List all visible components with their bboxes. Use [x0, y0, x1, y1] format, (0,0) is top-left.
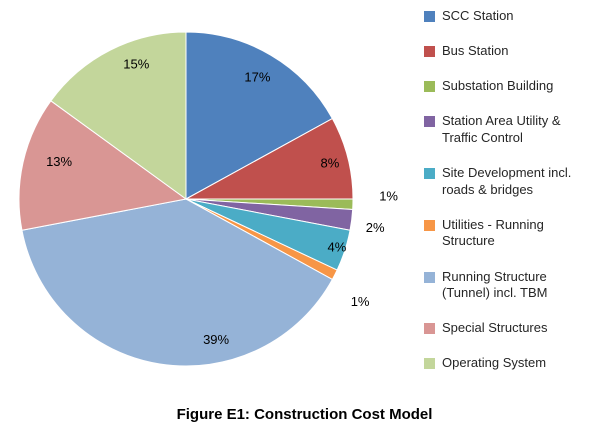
legend-label-7: Special Structures — [442, 320, 548, 336]
legend-color-swatch-4 — [424, 168, 435, 180]
chart-legend: SCC Station Bus Station Substation Buildin… — [424, 8, 606, 372]
legend-label-6: Running Structure (Tunnel) incl. TBM — [442, 268, 548, 301]
legend-item-8: Operating System — [424, 355, 606, 372]
legend-item-5: Utilities - Running Structure — [424, 217, 606, 250]
pie-data-label-2: 1% — [379, 188, 398, 203]
legend-color-swatch-0 — [424, 11, 435, 22]
pie-slice-0 — [185, 31, 334, 200]
pie-slice-7 — [18, 100, 188, 231]
legend-item-2: Substation Building — [424, 78, 606, 95]
legend-item-0: SCC Station — [424, 8, 606, 25]
pie-data-label-0: 17% — [244, 70, 270, 85]
pie-data-label-8: 15% — [123, 56, 149, 71]
pie-data-label-3: 2% — [366, 220, 385, 235]
legend-item-6: Running Structure (Tunnel) incl. TBM — [424, 269, 606, 302]
legend-color-swatch-5 — [424, 219, 435, 231]
legend-item-7: Special Structures — [424, 320, 606, 337]
legend-label-2: Substation Building — [442, 78, 554, 94]
legend-item-4: Site Development incl. roads & bridges — [424, 165, 606, 198]
pie-slice-6 — [21, 198, 334, 367]
pie-data-label-4: 4% — [328, 239, 347, 254]
pie-data-label-5: 1% — [351, 294, 370, 309]
legend-item-3: Station Area Utility & Traffic Control — [424, 113, 606, 146]
legend-color-swatch-3 — [424, 116, 435, 128]
pie-chart: 17% 8% 1% 2% 4% 1% 39% 13% 15% — [18, 31, 398, 367]
pie-slice-8 — [50, 31, 187, 200]
legend-label-0: SCC Station — [442, 8, 514, 23]
pie-data-label-7: 13% — [46, 154, 72, 169]
legend-color-swatch-8 — [424, 358, 435, 370]
legend-label-3: Station Area Utility & Traffic Control — [442, 113, 561, 145]
legend-label-1: Bus Station — [442, 43, 509, 59]
pie-data-label-6: 39% — [203, 332, 229, 347]
legend-label-5: Utilities - Running Structure — [442, 216, 544, 249]
legend-color-swatch-6 — [424, 271, 435, 283]
legend-label-4: Site Development incl. roads & bridges — [442, 165, 572, 197]
pie-data-label-1: 8% — [321, 156, 340, 171]
legend-color-swatch-1 — [424, 46, 435, 58]
legend-label-8: Operating System — [442, 355, 547, 371]
legend-color-swatch-7 — [424, 323, 435, 335]
figure-caption: Figure E1: Construction Cost Model — [176, 406, 433, 423]
legend-item-1: Bus Station — [424, 43, 606, 60]
legend-color-swatch-2 — [424, 81, 435, 93]
